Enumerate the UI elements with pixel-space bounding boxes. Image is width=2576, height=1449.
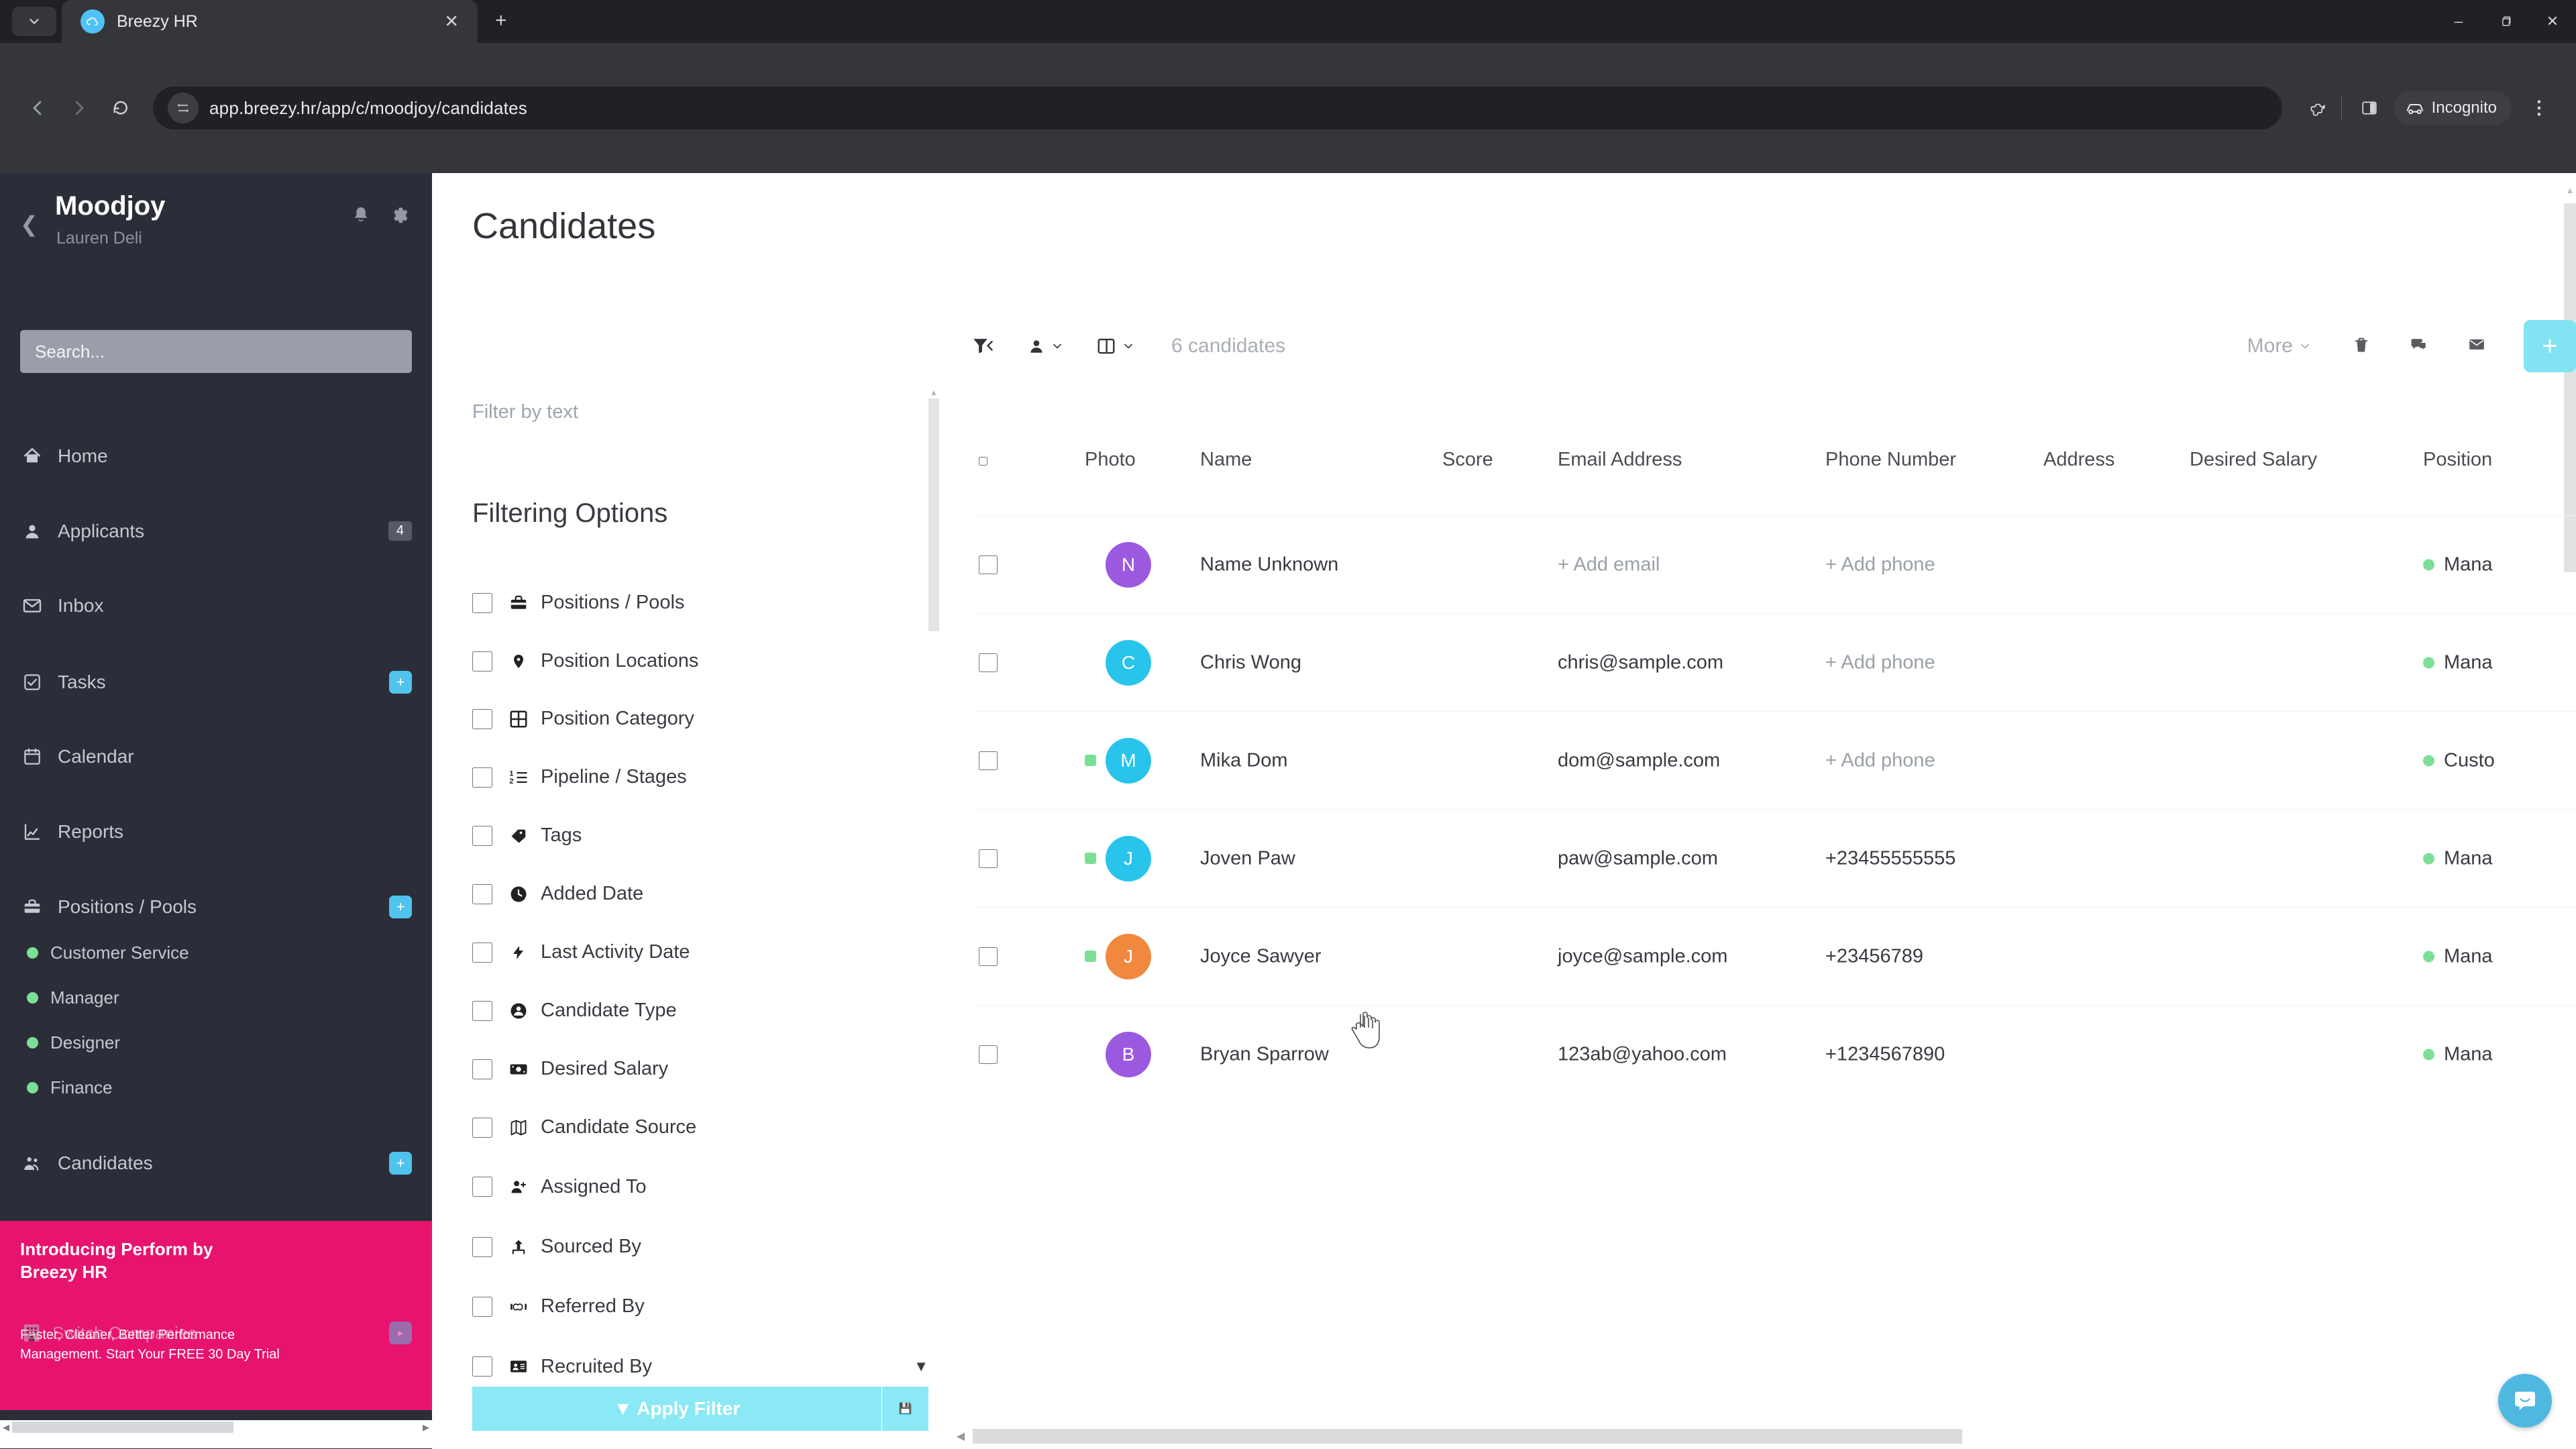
svg-text:1: 1 <box>509 769 513 777</box>
svg-text:2: 2 <box>509 777 513 786</box>
